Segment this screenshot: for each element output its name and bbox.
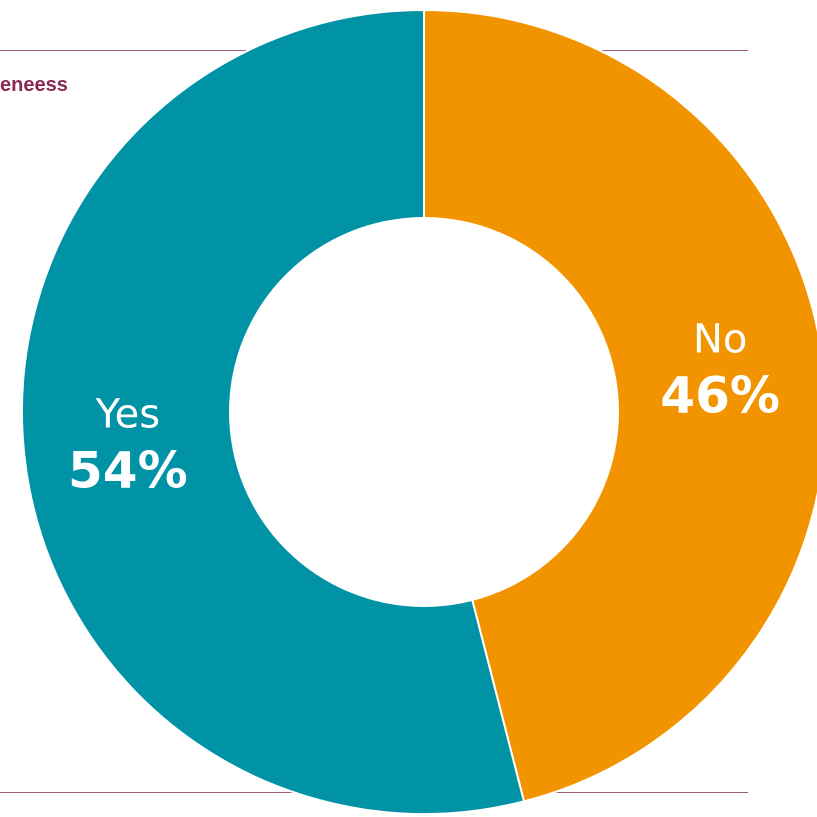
chart-title-fragment: eneess xyxy=(0,74,68,96)
slice-no xyxy=(423,8,817,803)
slice-label-no: No xyxy=(693,317,747,363)
slice-value-yes: 54% xyxy=(68,441,188,499)
slice-value-no: 46% xyxy=(660,367,780,425)
donut-hole xyxy=(229,217,619,607)
slice-label-yes: Yes xyxy=(95,391,161,437)
